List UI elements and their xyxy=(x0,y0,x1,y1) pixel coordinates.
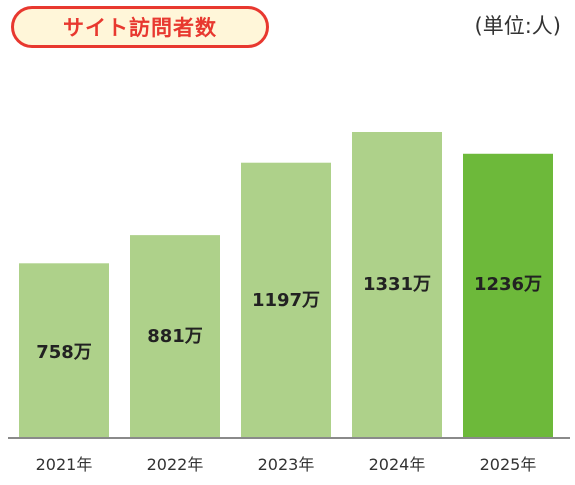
data-label: 1236万 xyxy=(474,274,542,295)
x-tick-label: 2022年 xyxy=(147,455,204,474)
data-label: 758万 xyxy=(36,342,92,363)
data-label: 1331万 xyxy=(363,274,431,295)
x-tick-label: 2025年 xyxy=(480,455,537,474)
x-tick-label: 2024年 xyxy=(369,455,426,474)
unit-label: (単位:人) xyxy=(474,14,561,38)
bar-2023年 xyxy=(241,162,331,437)
bar-2025年 xyxy=(463,153,553,437)
bar-2021年 xyxy=(19,263,109,437)
x-tick-label: 2023年 xyxy=(258,455,315,474)
x-tick-label: 2021年 xyxy=(36,455,93,474)
chart-title: サイト訪問者数 xyxy=(63,16,217,40)
data-label: 881万 xyxy=(147,326,203,347)
data-label: 1197万 xyxy=(252,290,320,311)
bar-2024年 xyxy=(352,132,442,437)
bar-2022年 xyxy=(130,235,220,437)
chart-title-badge: サイト訪問者数 xyxy=(11,6,269,48)
